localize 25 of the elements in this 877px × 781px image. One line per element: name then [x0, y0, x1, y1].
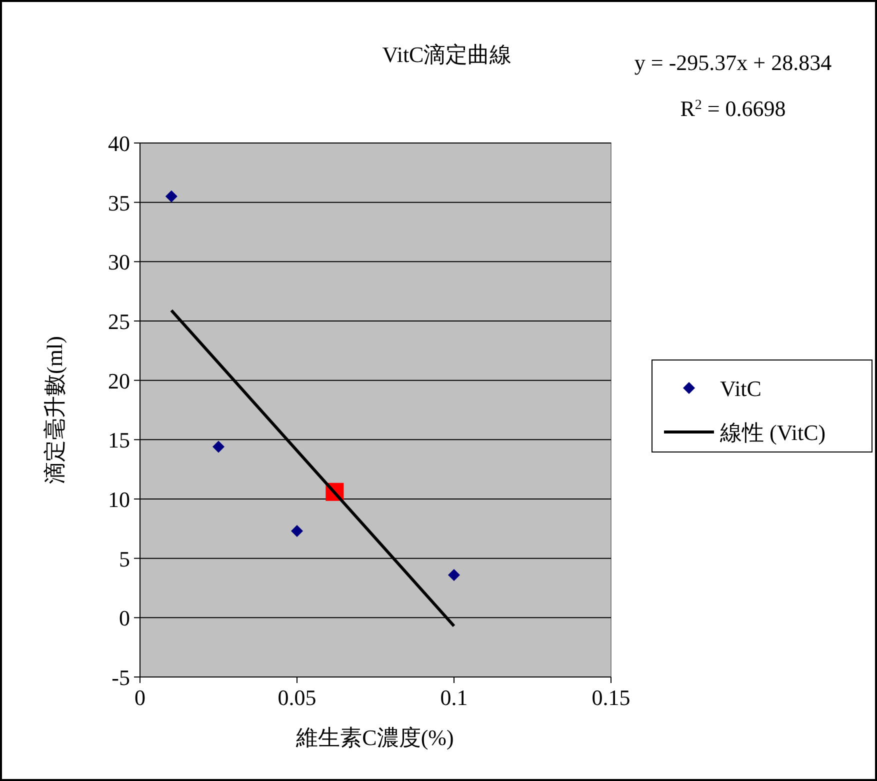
chart-title: VitC滴定曲線	[382, 42, 512, 67]
point	[212, 440, 224, 453]
y-tick-label: 15	[108, 428, 130, 453]
y-tick-label: 20	[108, 368, 130, 394]
point	[291, 525, 303, 538]
y-tick-label: 35	[108, 190, 130, 216]
x-axis-title: 維生素C濃度(%)	[295, 725, 454, 750]
legend-label: VitC	[720, 376, 762, 401]
text: y = -295.37x + 28.834	[634, 50, 832, 75]
x-tick-label: 0.05	[278, 685, 316, 710]
text: R$^{2}$ = 0.6698	[680, 96, 786, 121]
point	[448, 568, 460, 581]
y-tick-label: 25	[108, 309, 130, 334]
x-tick-label: 0.1	[440, 685, 468, 710]
legend-label: 線性 (VitC)	[719, 420, 826, 445]
y-tick-label: 10	[108, 487, 130, 512]
y-tick-label: 5	[119, 546, 130, 572]
x-tick-label: 0	[134, 685, 146, 710]
y-tick-label: 0	[119, 606, 130, 631]
x-tick-label: 0.15	[592, 685, 630, 710]
y-tick-label: 40	[108, 131, 130, 156]
y-tick-label: -5	[112, 665, 130, 690]
point	[165, 190, 178, 202]
y-tick-label: 30	[108, 250, 130, 275]
y-axis-title: 滴定毫升數(ml)	[42, 336, 67, 484]
